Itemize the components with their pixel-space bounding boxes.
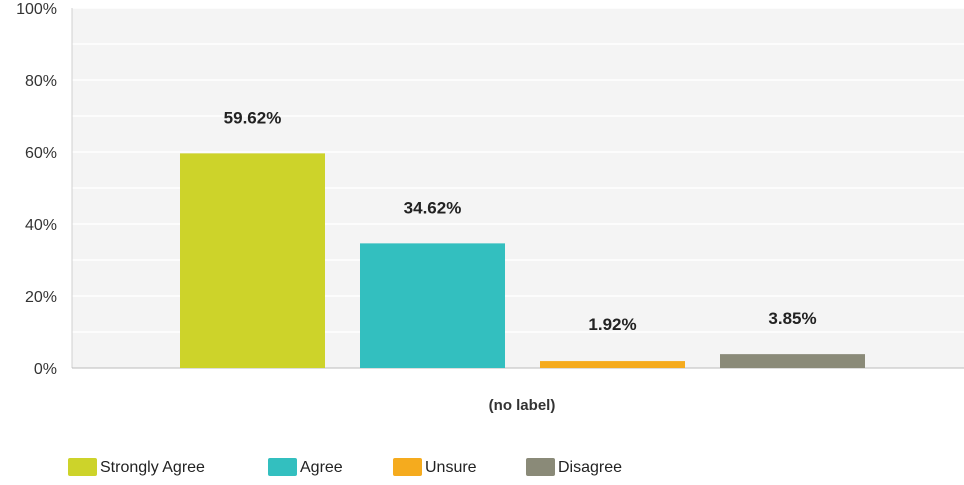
bars xyxy=(180,153,865,368)
legend-label: Unsure xyxy=(425,459,477,476)
y-tick-label: 20% xyxy=(25,289,57,306)
y-tick-label: 40% xyxy=(25,217,57,234)
y-axis-ticks: 0% 20% 40% 60% 80% 100% xyxy=(16,1,57,378)
y-tick-label: 80% xyxy=(25,73,57,90)
legend-label: Agree xyxy=(300,459,343,476)
data-label: 3.85% xyxy=(768,309,816,328)
category-label: (no label) xyxy=(489,397,556,414)
bar-disagree xyxy=(720,354,865,368)
data-label: 59.62% xyxy=(224,108,282,127)
y-tick-label: 100% xyxy=(16,1,57,18)
legend-swatch xyxy=(526,458,555,476)
y-tick-label: 60% xyxy=(25,145,57,162)
bar-agree xyxy=(360,243,505,368)
data-label: 1.92% xyxy=(588,315,636,334)
bar-strongly-agree xyxy=(180,153,325,368)
data-labels: 59.62% 34.62% 1.92% 3.85% xyxy=(224,108,817,334)
legend-swatch xyxy=(68,458,97,476)
legend-label: Strongly Agree xyxy=(100,459,205,476)
legend-label: Disagree xyxy=(558,459,622,476)
legend-swatch xyxy=(268,458,297,476)
bar-unsure xyxy=(540,361,685,368)
legend-swatch xyxy=(393,458,422,476)
data-label: 34.62% xyxy=(404,198,462,217)
y-tick-label: 0% xyxy=(34,361,57,378)
legend: Strongly Agree Agree Unsure Disagree xyxy=(68,458,622,476)
